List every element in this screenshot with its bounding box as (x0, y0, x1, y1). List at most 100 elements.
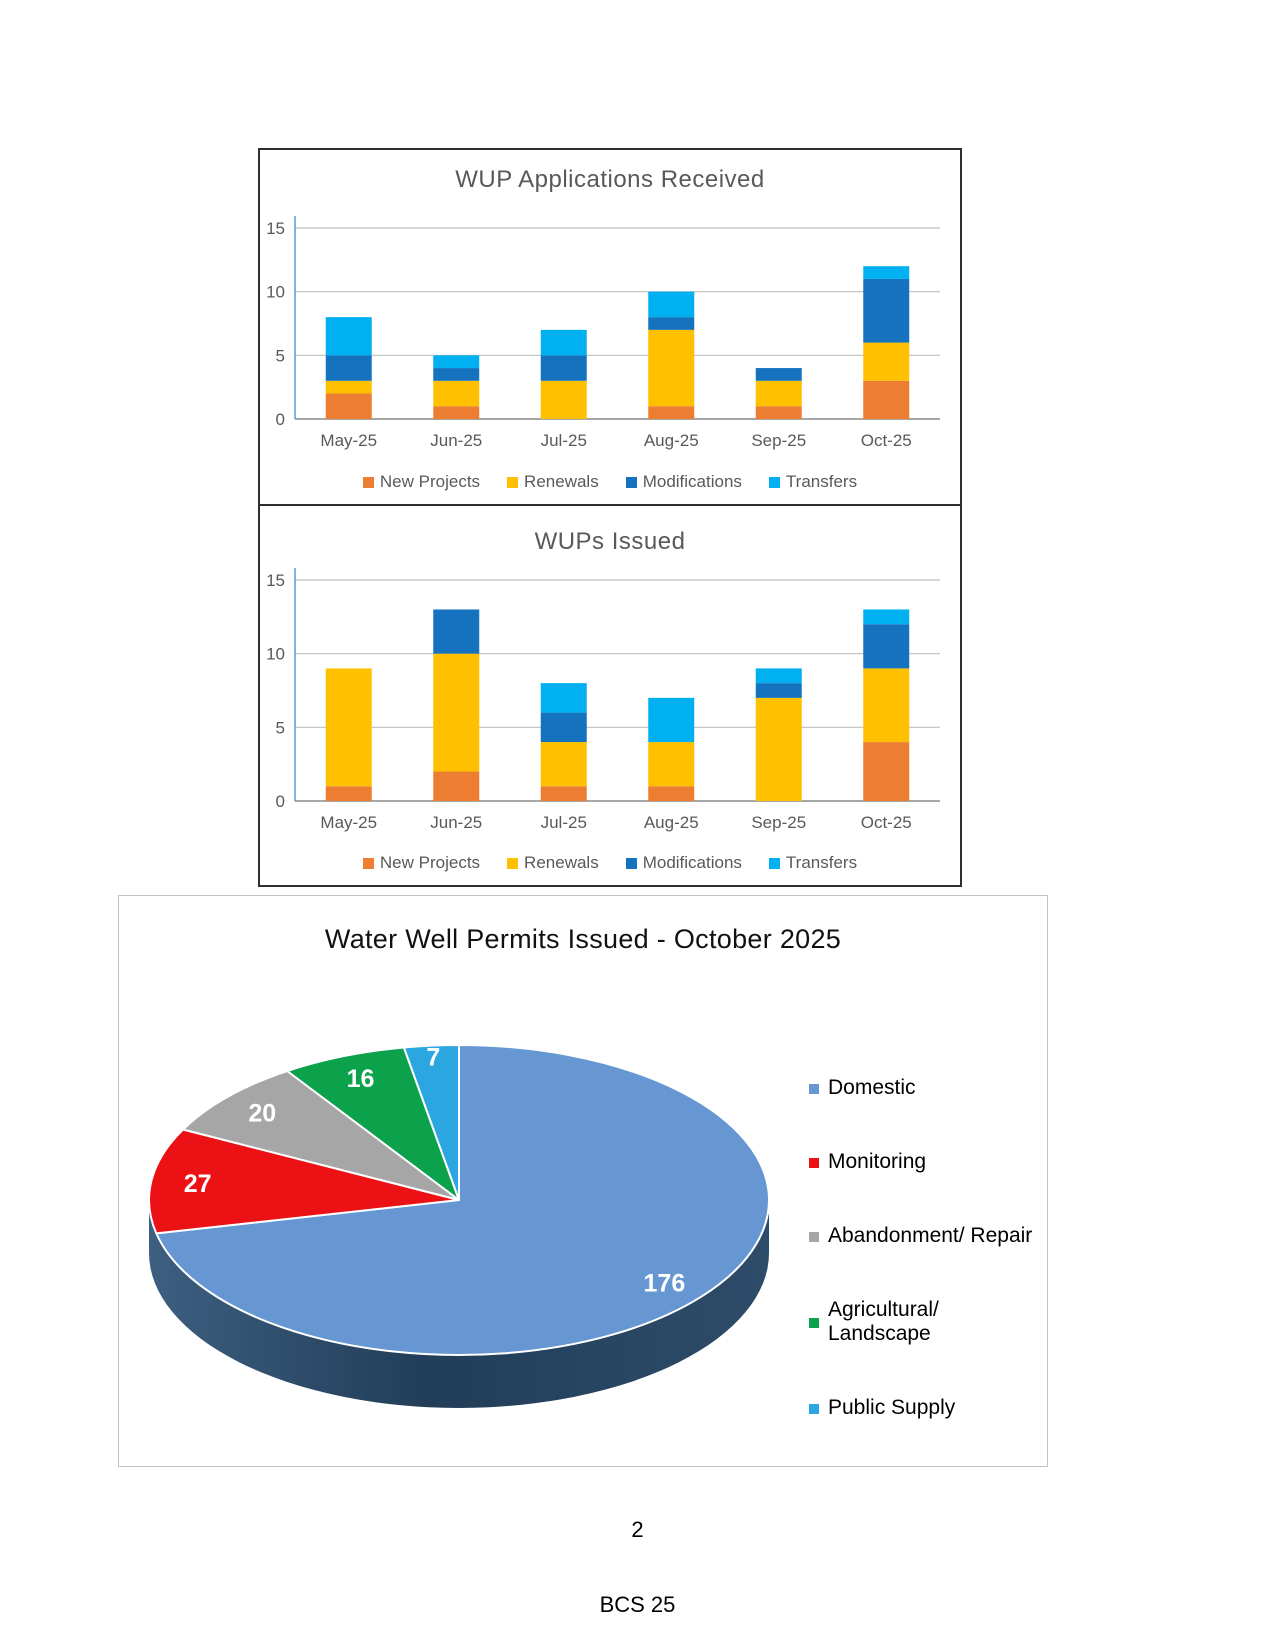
legend-item-transfers: Transfers (768, 853, 857, 873)
legend-label: Public Supply (828, 1396, 956, 1419)
x-tick-label: May-25 (320, 431, 377, 450)
legend-label: Domestic (828, 1076, 916, 1099)
bar-segment-new-projects (325, 393, 372, 419)
legend-item-domestic: Domestic (809, 1076, 1047, 1100)
bar-segment-transfers (540, 683, 587, 713)
x-tick-label: Aug-25 (644, 431, 699, 450)
legend-item-transfers: Transfers (768, 472, 857, 492)
bar-segment-transfers (863, 266, 910, 279)
bar-segment-modifications (433, 609, 480, 654)
bar-segment-transfers (863, 609, 910, 625)
legend-swatch-icon (809, 1317, 819, 1328)
bar-segment-new-projects (325, 786, 372, 801)
chart-box-wups-issued: WUPs Issued 0 5 10 15 May-25 Jun-25 Jul-25 Aug-… (258, 504, 962, 887)
bar-segment-renewals (540, 742, 587, 787)
legend-swatch-icon (362, 857, 374, 869)
legend-label: Modifications (642, 853, 742, 872)
x-tick-label: May-25 (320, 813, 377, 832)
pie-slice-public-supply (402, 1044, 460, 1201)
bar-segment-new-projects (755, 406, 802, 419)
y-tick-label: 10 (266, 645, 285, 664)
bar-segment-new-projects (433, 771, 480, 801)
legend-label: Renewals (524, 472, 599, 491)
legend-label: Monitoring (828, 1150, 927, 1173)
legend-swatch-icon (809, 1083, 819, 1094)
bar-chart-wup-applications-received: 0 5 10 15 May-25 Jun-25 Jul-25 Aug-25 Sep-25 Oct-… (266, 216, 940, 450)
bar-chart-wups-issued: 0 5 10 15 May-25 Jun-25 Jul-25 Aug-25 Sep-25 Oct-… (266, 568, 940, 832)
bar-segment-new-projects (648, 406, 695, 419)
chart-box-water-well-permits: Water Well Permits Issued - October 2025… (118, 895, 1048, 1467)
pie-chart-water-well-permits: 176 27 20 16 7 (148, 1043, 771, 1408)
y-tick-label: 0 (276, 792, 285, 811)
legend-label: Modifications (642, 472, 742, 491)
bar-segment-renewals (863, 342, 910, 381)
legend-swatch-icon (625, 857, 637, 869)
legend-label: Renewals (524, 853, 599, 872)
legend-swatch-icon (809, 1231, 819, 1242)
bar-segment-renewals (540, 380, 587, 419)
x-tick-label: Jun-25 (430, 431, 482, 450)
x-tick-label: Jul-25 (541, 813, 587, 832)
legend-item-monitoring: Monitoring (809, 1150, 1047, 1174)
bar-segment-modifications (755, 683, 802, 698)
legend-swatch-icon (768, 476, 780, 488)
page-number: 2 (631, 1517, 644, 1542)
chart-box-wup-applications-received: WUP Applications Received 0 5 10 15 May-25 Ju… (258, 148, 962, 506)
legend-item-modifications: Modifications (625, 472, 742, 492)
bar-segment-transfers (648, 697, 695, 743)
bar-segment-renewals (648, 742, 695, 787)
pie-value-label-agricultural-landscape: 16 (347, 1065, 375, 1093)
bar-segment-transfers (433, 355, 480, 369)
legend-label: New Projects (379, 853, 481, 872)
bar-segment-modifications (540, 712, 587, 743)
legend-label: New Projects (379, 472, 481, 491)
legend-label: Abandonment/ Repair (828, 1224, 1033, 1247)
bar-segment-modifications (325, 355, 372, 381)
pie-side-3d (149, 1200, 769, 1408)
bar-segment-new-projects (433, 406, 480, 419)
bar-segment-modifications (755, 368, 802, 381)
chart-title-water-well-permits: Water Well Permits Issued - October 2025 (324, 924, 842, 954)
bar-segment-transfers (325, 317, 372, 356)
y-tick-label: 0 (276, 410, 285, 429)
x-tick-label: Jun-25 (430, 813, 482, 832)
legend-swatch-icon (362, 476, 374, 488)
legend-item-abandonment-repair: Abandonment/ Repair (809, 1224, 1047, 1248)
legend-swatch-icon (507, 476, 519, 488)
x-tick-label: Oct-25 (861, 813, 912, 832)
bar-segment-renewals (325, 668, 372, 787)
x-tick-label: Oct-25 (861, 431, 912, 450)
chart-title-wups-issued: WUPs Issued (534, 528, 686, 555)
bar-segment-modifications (433, 368, 480, 381)
footer-text: BCS 25 (599, 1592, 676, 1617)
bar-segment-renewals (755, 380, 802, 407)
legend-item-renewals: Renewals (507, 472, 599, 492)
x-tick-label: Sep-25 (751, 431, 806, 450)
y-tick-label: 10 (266, 283, 285, 302)
legend-water-well-permits: Domestic Monitoring Abandonment/ Repair Agr… (809, 1076, 1047, 1420)
bar-segment-modifications (648, 317, 695, 330)
bar-segment-renewals (325, 380, 372, 394)
legend-item-agricultural-landscape: Agricultural/ Landscape (809, 1298, 1047, 1346)
bar-segment-modifications (540, 355, 587, 381)
bar-segment-new-projects (863, 380, 910, 419)
bar-segment-transfers (755, 668, 802, 684)
legend-item-new-projects: New Projects (362, 472, 481, 492)
y-tick-label: 5 (276, 718, 285, 737)
x-tick-label: Jul-25 (541, 431, 587, 450)
legend-swatch-icon (809, 1157, 819, 1168)
pie-value-label-monitoring: 27 (184, 1170, 212, 1198)
legend-item-renewals: Renewals (507, 853, 599, 873)
pie-slice-agricultural-landscape (286, 1046, 460, 1201)
pie-value-label-abandonment-repair: 20 (248, 1099, 276, 1127)
pie-slice-monitoring (148, 1128, 460, 1235)
bar-segment-renewals (863, 668, 910, 743)
bar-segment-renewals (433, 380, 480, 407)
x-tick-label: Aug-25 (644, 813, 699, 832)
legend-wup-applications-received: New Projects Renewals Modifications Transfe… (260, 472, 960, 492)
pie-slice-abandonment-repair (182, 1070, 460, 1201)
legend-item-public-supply: Public Supply (809, 1396, 1047, 1420)
bar-segment-new-projects (863, 742, 910, 801)
pie-value-label-domestic: 176 (644, 1270, 686, 1298)
